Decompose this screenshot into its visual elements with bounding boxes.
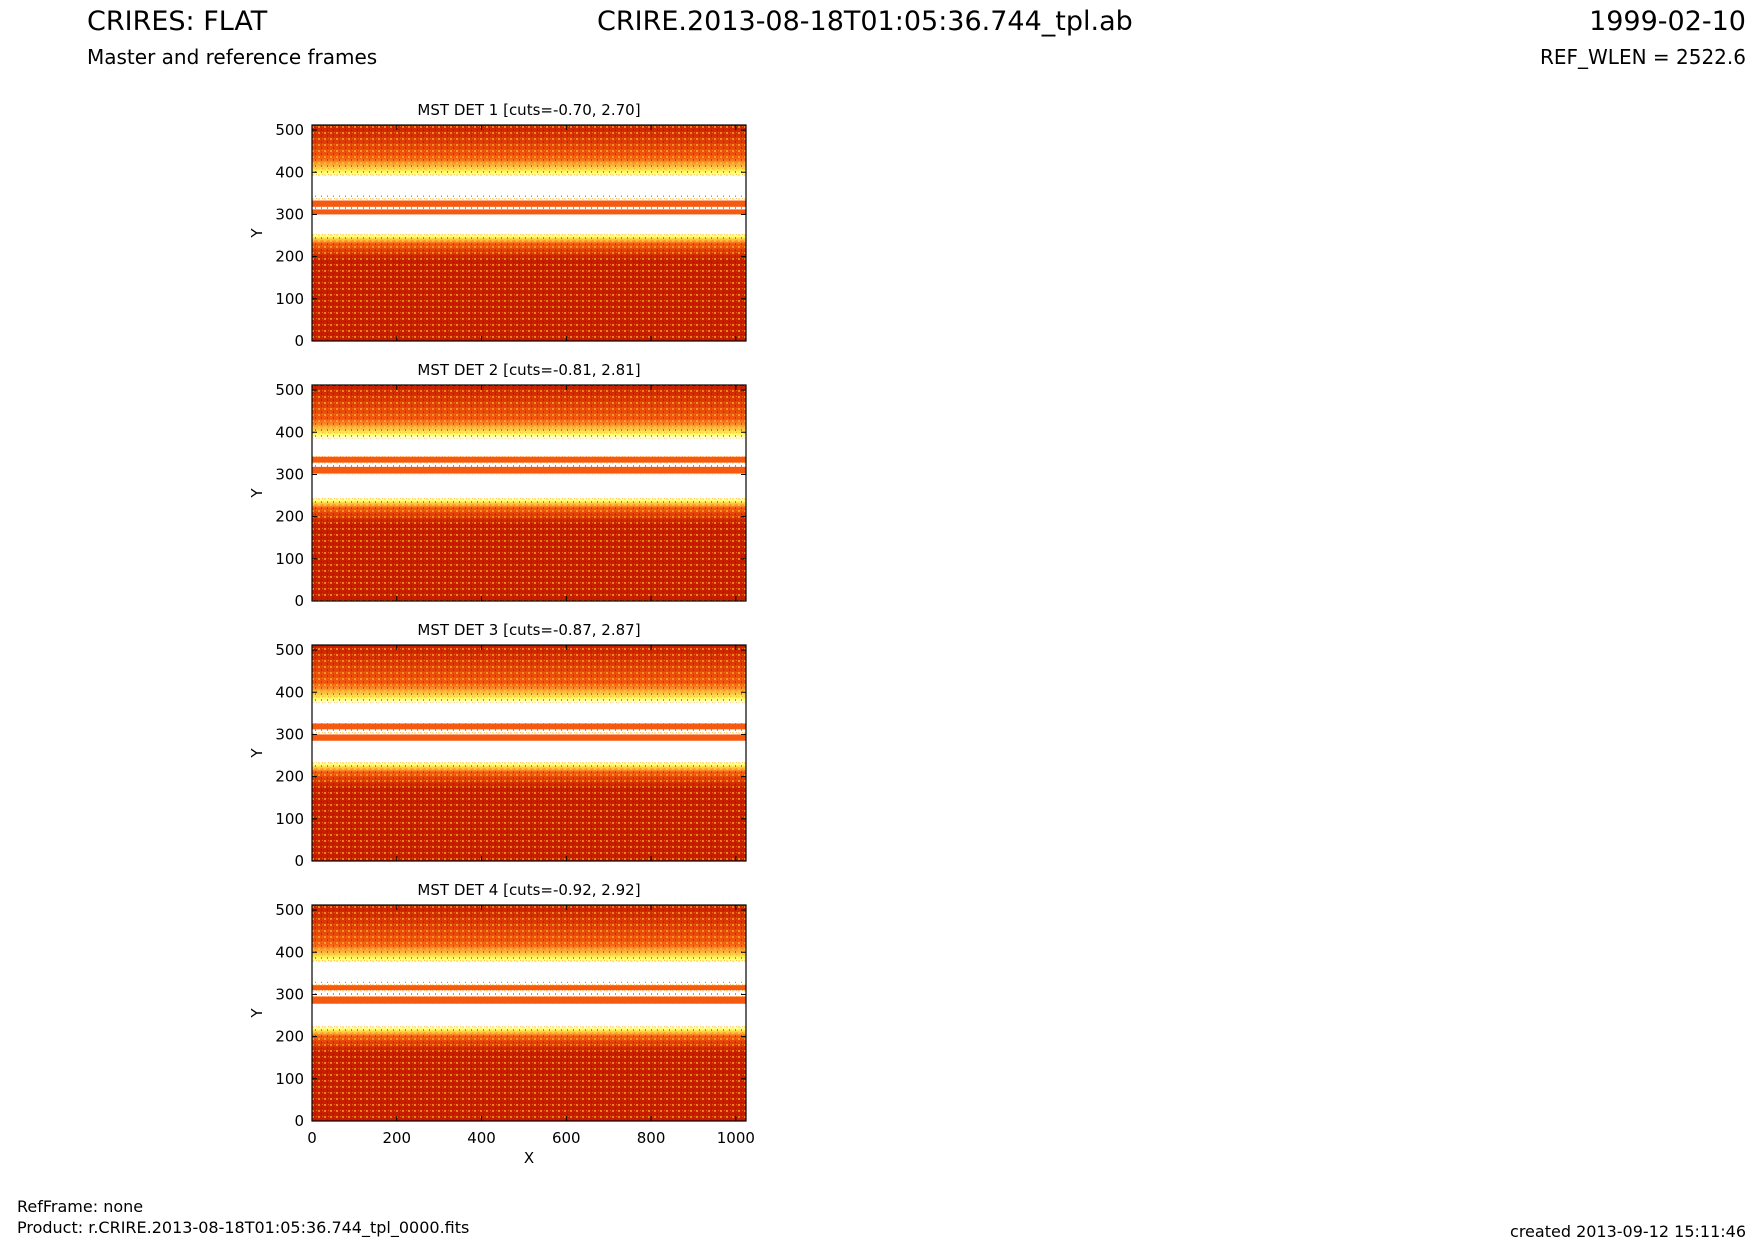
y-axis-label: Y bbox=[248, 1008, 266, 1019]
stripe-band bbox=[312, 209, 746, 215]
panel-title: MST DET 2 [cuts=-0.81, 2.81] bbox=[417, 361, 640, 379]
plot-frame bbox=[311, 644, 747, 862]
y-tick-label: 0 bbox=[294, 1112, 304, 1130]
file-title: CRIRE.2013-08-18T01:05:36.744_tpl.ab bbox=[597, 6, 1133, 37]
y-tick-label: 100 bbox=[275, 550, 304, 568]
plot-frame bbox=[311, 384, 747, 602]
plot-frame bbox=[311, 904, 747, 1122]
y-tick-label: 500 bbox=[275, 641, 304, 659]
y-tick-label: 0 bbox=[294, 852, 304, 870]
saturated-band bbox=[312, 702, 746, 722]
y-axis-label: Y bbox=[248, 488, 266, 499]
panel-title: MST DET 3 [cuts=-0.87, 2.87] bbox=[417, 621, 640, 639]
y-axis-label: Y bbox=[248, 228, 266, 239]
created-label: created 2013-09-12 15:11:46 bbox=[1510, 1222, 1746, 1241]
y-tick-label: 300 bbox=[275, 725, 304, 743]
y-tick-label: 100 bbox=[275, 1070, 304, 1088]
ref-wlen-label: REF_WLEN = 2522.6 bbox=[1539, 45, 1746, 69]
saturated-band bbox=[312, 738, 746, 762]
x-tick-label: 400 bbox=[467, 1129, 496, 1147]
detector-panel-4: MST DET 4 [cuts=-0.92, 2.92] 0 100 200 300 40… bbox=[248, 881, 755, 1167]
stripe-band bbox=[312, 466, 746, 474]
stripe-band bbox=[312, 200, 746, 207]
y-tick-label: 100 bbox=[275, 290, 304, 308]
y-tick-label: 400 bbox=[275, 163, 304, 181]
y-tick-label: 300 bbox=[275, 465, 304, 483]
panel-title: MST DET 1 [cuts=-0.70, 2.70] bbox=[417, 101, 640, 119]
product-label: Product: r.CRIRE.2013-08-18T01:05:36.744… bbox=[17, 1218, 470, 1237]
saturated-band bbox=[312, 1004, 746, 1027]
stripe-band bbox=[312, 985, 746, 991]
x-tick-label: 200 bbox=[382, 1129, 411, 1147]
y-tick-label: 200 bbox=[275, 248, 304, 266]
detector-panel-3: MST DET 3 [cuts=-0.87, 2.87] 0 100 200 300 40… bbox=[248, 621, 747, 870]
y-tick-label: 500 bbox=[275, 381, 304, 399]
y-tick-label: 400 bbox=[275, 943, 304, 961]
y-tick-label: 0 bbox=[294, 332, 304, 350]
date-title: 1999-02-10 bbox=[1589, 6, 1746, 37]
stripe-band bbox=[312, 996, 746, 1004]
stripe-band bbox=[312, 723, 746, 730]
panel-title: MST DET 4 [cuts=-0.92, 2.92] bbox=[417, 881, 640, 899]
x-tick-label: 800 bbox=[637, 1129, 666, 1147]
ref-frame-label: RefFrame: none bbox=[17, 1197, 144, 1216]
x-tick-label: 0 bbox=[307, 1129, 317, 1147]
x-tick-label: 1000 bbox=[717, 1129, 755, 1147]
y-tick-label: 300 bbox=[275, 985, 304, 1003]
y-tick-label: 500 bbox=[275, 901, 304, 919]
y-tick-label: 300 bbox=[275, 205, 304, 223]
x-axis-label: X bbox=[524, 1149, 534, 1167]
stripe-band bbox=[312, 734, 746, 741]
saturated-band bbox=[312, 962, 746, 982]
saturated-band bbox=[312, 176, 746, 196]
y-tick-label: 400 bbox=[275, 423, 304, 441]
y-tick-label: 0 bbox=[294, 592, 304, 610]
page-title: CRIRES: FLAT bbox=[87, 6, 268, 37]
y-tick-label: 200 bbox=[275, 508, 304, 526]
saturated-band bbox=[312, 438, 746, 456]
page-subtitle: Master and reference frames bbox=[87, 45, 378, 69]
y-axis-label: Y bbox=[248, 748, 266, 759]
saturated-band bbox=[312, 474, 746, 498]
detector-panel-1: MST DET 1 [cuts=-0.70, 2.70] 0 100 200 300 40… bbox=[248, 101, 747, 350]
plot-frame bbox=[311, 124, 747, 342]
saturated-band bbox=[312, 212, 746, 234]
x-tick-label: 600 bbox=[552, 1129, 581, 1147]
y-tick-label: 400 bbox=[275, 683, 304, 701]
y-tick-label: 200 bbox=[275, 1028, 304, 1046]
y-tick-label: 500 bbox=[275, 121, 304, 139]
y-tick-label: 100 bbox=[275, 810, 304, 828]
detector-panel-2: MST DET 2 [cuts=-0.81, 2.81] 0 100 200 300 40… bbox=[248, 361, 747, 610]
stripe-band bbox=[312, 456, 746, 463]
y-tick-label: 200 bbox=[275, 768, 304, 786]
